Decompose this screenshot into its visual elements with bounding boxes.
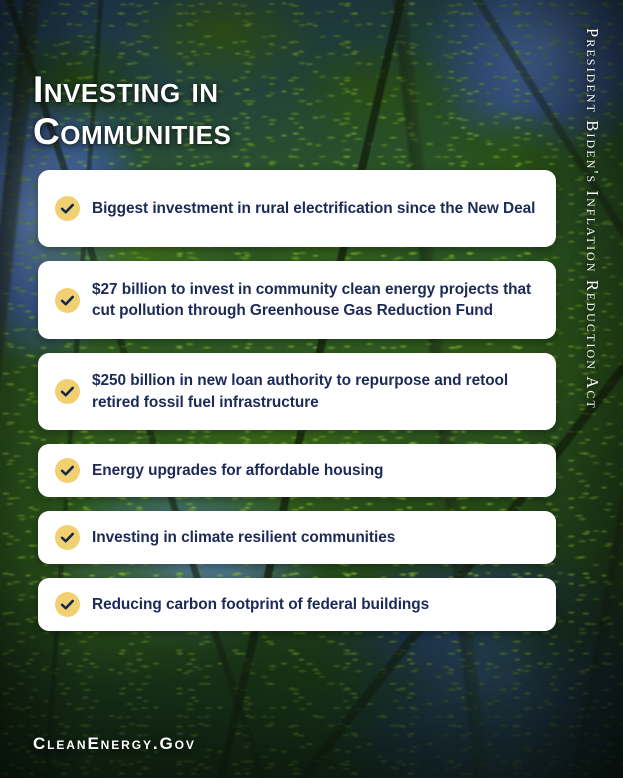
- benefit-card[interactable]: Reducing carbon footprint of federal bui…: [38, 578, 556, 631]
- check-circle-icon: [55, 458, 80, 483]
- check-circle-icon: [55, 592, 80, 617]
- page-title-line-1: Investing in: [33, 68, 219, 110]
- check-circle-icon: [55, 379, 80, 404]
- page-title-line-2: Communities: [33, 110, 232, 152]
- benefit-card[interactable]: Investing in climate resilient communiti…: [38, 511, 556, 564]
- sidebar-banner: President Biden's Inflation Reduction Ac…: [561, 0, 623, 778]
- benefit-card-text: Biggest investment in rural electrificat…: [92, 199, 536, 217]
- benefit-card-text: $27 billion to invest in community clean…: [92, 280, 532, 320]
- check-circle-icon: [55, 287, 80, 313]
- benefit-card-text: Reducing carbon footprint of federal bui…: [92, 595, 430, 613]
- footer-website-label[interactable]: CleanEnergy.Gov: [33, 734, 196, 753]
- benefit-card-list: Biggest investment in rural electrificat…: [38, 170, 556, 645]
- benefit-card[interactable]: $27 billion to invest in community clean…: [38, 261, 556, 339]
- check-circle-icon: [55, 196, 80, 221]
- sidebar-banner-label: President Biden's Inflation Reduction Ac…: [583, 28, 602, 410]
- benefit-card[interactable]: $250 billion in new loan authority to re…: [38, 353, 556, 430]
- benefit-card-text: Investing in climate resilient communiti…: [92, 528, 396, 546]
- check-circle-icon: [55, 525, 80, 550]
- benefit-card[interactable]: Biggest investment in rural electrificat…: [38, 170, 556, 247]
- benefit-card[interactable]: Energy upgrades for affordable housing: [38, 444, 556, 497]
- page-title: Investing in Communities: [33, 69, 503, 153]
- benefit-card-text: $250 billion in new loan authority to re…: [92, 372, 509, 411]
- benefit-card-text: Energy upgrades for affordable housing: [92, 461, 384, 479]
